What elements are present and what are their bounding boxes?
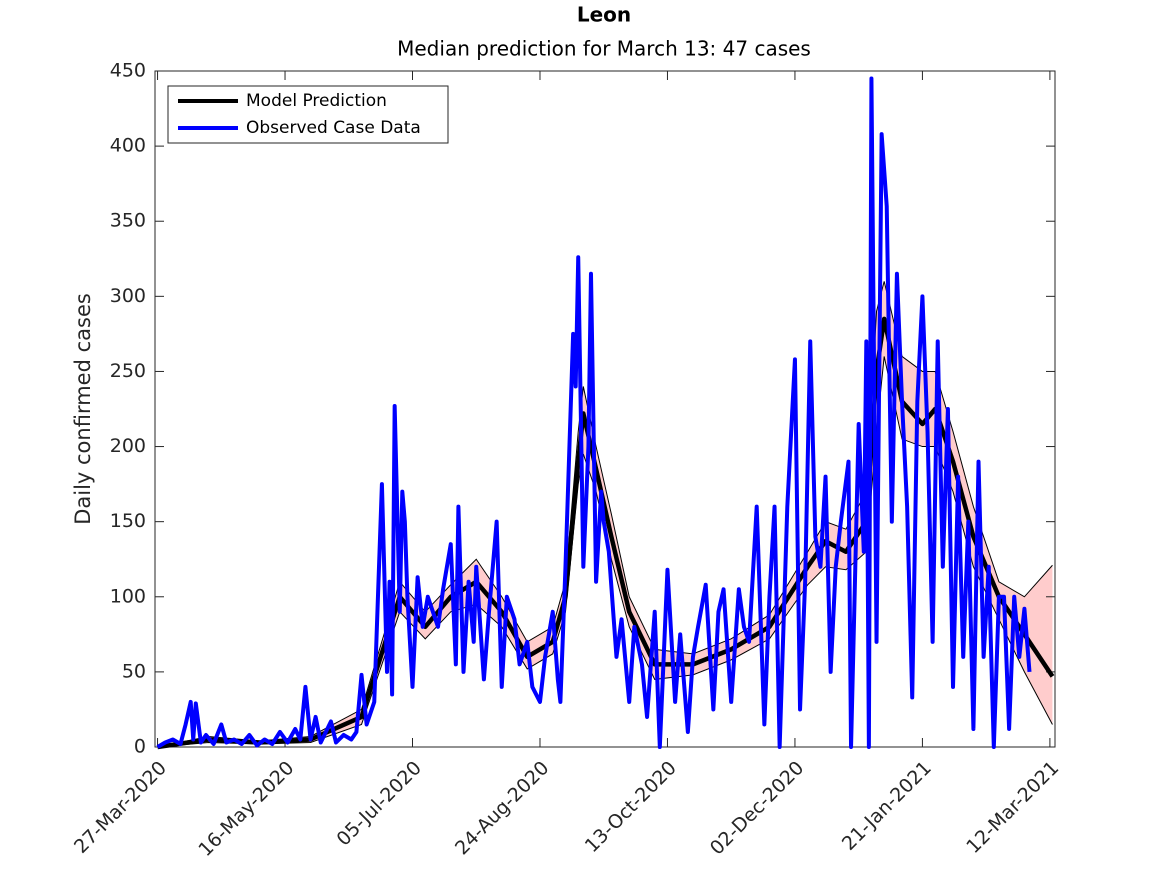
chart-subtitle: Median prediction for March 13: 47 cases (397, 37, 811, 61)
y-tick-label: 100 (110, 585, 146, 607)
band-edge (157, 356, 1053, 748)
y-tick-label: 200 (110, 435, 146, 457)
series-line (156, 76, 1032, 749)
chart-title: Leon (577, 3, 631, 27)
y-tick-label: 50 (122, 660, 146, 682)
legend-label: Model Prediction (246, 91, 387, 111)
y-tick-label: 400 (110, 135, 146, 157)
y-tick-label: 150 (110, 510, 146, 532)
legend-label: Observed Case Data (246, 118, 421, 138)
y-tick-label: 300 (110, 285, 146, 307)
legend-box (167, 85, 449, 144)
y-tick-label: 450 (110, 60, 146, 82)
y-tick-label: 0 (134, 736, 146, 758)
y-tick-label: 250 (110, 360, 146, 382)
y-axis-label: Daily confirmed cases (71, 293, 95, 525)
y-tick-label: 350 (110, 210, 146, 232)
plot-frame (154, 70, 1056, 748)
